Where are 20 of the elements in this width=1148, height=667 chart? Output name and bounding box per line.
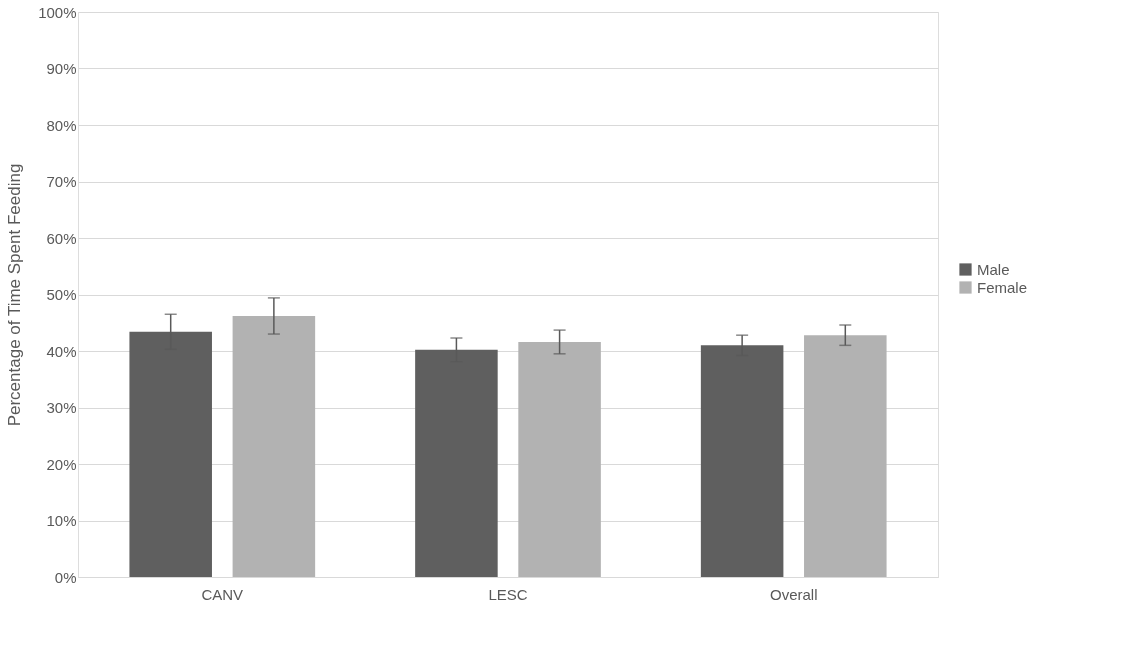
y-axis-title: Percentage of Time Spent Feeding: [5, 163, 25, 427]
x-tick-label: Overall: [769, 585, 818, 603]
y-tick-label: 20%: [46, 455, 77, 473]
y-tick-label: 60%: [46, 229, 77, 247]
x-tick-label: CANV: [201, 585, 244, 603]
y-tick-label: 100%: [38, 3, 77, 21]
bar: [518, 341, 601, 577]
y-tick-label: 30%: [46, 399, 77, 416]
legend-label: Male: [977, 260, 1010, 278]
bar: [804, 335, 887, 577]
y-tick-label: 70%: [46, 173, 77, 190]
y-tick-label: 90%: [46, 60, 77, 77]
y-tick-label: 10%: [46, 512, 77, 529]
y-tick-label: 50%: [46, 286, 77, 303]
y-tick-label: 40%: [46, 342, 77, 360]
legend-label: Female: [977, 278, 1028, 296]
x-tick-label: LESC: [488, 585, 528, 603]
bar: [232, 315, 316, 577]
y-tick-label: 80%: [46, 116, 77, 134]
y-tick-label: 0%: [54, 568, 77, 586]
